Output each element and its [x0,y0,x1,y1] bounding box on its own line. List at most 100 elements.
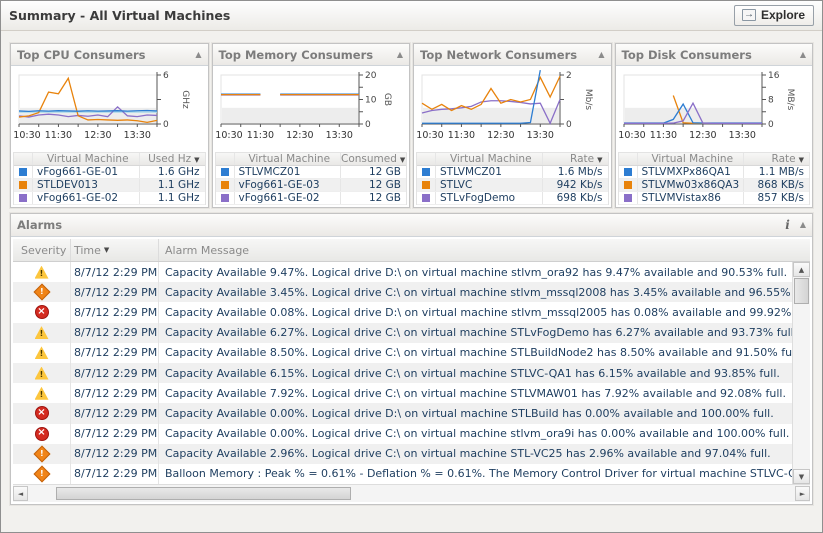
alarm-row[interactable]: 8/7/12 2:29 PM Capacity Available 8.50%.… [13,342,792,363]
table-row[interactable]: STLDEV013 1.1 GHz [14,179,205,192]
vm-name: STLVMw03x86QA3 [636,179,744,191]
metric-column-header[interactable]: Consumed [340,153,406,165]
vm-column-header[interactable]: Virtual Machine [435,153,542,165]
alarm-row[interactable]: 8/7/12 2:29 PM Capacity Available 2.96%.… [13,443,792,464]
table-header-row: Virtual Machine Consumed [215,153,406,166]
vm-column-header[interactable]: Virtual Machine [636,153,744,165]
table-row[interactable]: vFog661-GE-02 1.1 GHz [14,192,205,205]
vm-metric-value: 857 KB/s [743,192,809,204]
severity-icon [34,265,49,279]
severity-icon [33,445,50,463]
metric-column-header[interactable]: Rate [743,153,809,165]
table-header-row: Virtual Machine Rate [417,153,608,166]
table-header-row: Virtual Machine Rate [618,153,809,166]
horizontal-scrollbar[interactable]: ◄ ► [13,484,810,502]
panel-header: Top Network Consumers [414,44,611,66]
alarm-row[interactable]: 8/7/12 2:29 PM Capacity Available 3.45%.… [13,282,792,303]
time-column-header[interactable]: Time [71,239,159,261]
top-disk-consumers-panel: Top Disk Consumers 0 8 16 MB/s 10:30 11:30 12:… [614,43,813,208]
disk-consumers-chart[interactable]: 0 8 16 MB/s 10:30 11:30 12:30 13:30 [616,66,813,152]
alarm-time: 8/7/12 2:29 PM [71,262,159,283]
metric-column-header[interactable]: Used Hz [138,153,205,165]
collapse-icon[interactable] [598,51,604,59]
alarm-row[interactable]: 8/7/12 2:29 PM Capacity Available 7.92%.… [13,383,792,404]
vertical-scrollbar-track[interactable] [793,305,810,469]
vertical-scrollbar-thumb[interactable] [794,278,809,304]
vm-name: vFog661-GE-02 [233,192,341,204]
series-color-swatch [422,168,430,176]
vm-column-header[interactable]: Virtual Machine [32,153,139,165]
alarm-message: Capacity Available 0.08%. Logical drive … [165,305,792,319]
alarm-message: Balloon Memory : Peak % = 0.61% - Deflat… [165,467,792,481]
collapse-icon[interactable] [195,51,201,59]
table-row[interactable]: STLVC 942 Kb/s [417,179,608,192]
series-color-swatch [19,181,27,189]
metric-column-header[interactable]: Rate [541,153,608,165]
horizontal-scrollbar-thumb[interactable] [56,487,351,500]
alarm-time: 8/7/12 2:29 PM [71,423,159,444]
scroll-up-button[interactable]: ▲ [793,262,810,277]
series-color-swatch [422,194,430,202]
collapse-icon[interactable] [800,221,806,229]
severity-icon [34,305,49,320]
collapse-icon[interactable] [397,51,403,59]
vm-name: STLVMCZ01 [233,166,341,178]
svg-text:11:30: 11:30 [45,130,72,141]
svg-text:0: 0 [566,120,572,130]
scroll-down-button[interactable]: ▼ [793,469,810,484]
severity-column-header[interactable]: Severity [13,239,71,261]
series-color-swatch [623,194,632,202]
table-row[interactable]: STLVMXPx86QA1 1.1 MB/s [618,166,809,179]
svg-text:20: 20 [365,71,377,81]
network-consumers-chart[interactable]: 0 2 Mb/s 10:30 11:30 12:30 13:30 [414,66,611,152]
memory-consumers-chart[interactable]: 0 10 20 GB 10:30 11:30 12:30 13:30 [213,66,410,152]
panel-title: Top CPU Consumers [17,47,146,62]
alarm-row[interactable]: 8/7/12 2:29 PM Capacity Available 6.15%.… [13,362,792,384]
panel-title: Top Memory Consumers [218,47,374,62]
alarm-row[interactable]: 8/7/12 2:29 PM Capacity Available 6.27%.… [13,322,792,343]
alarm-row[interactable]: 8/7/12 2:29 PM Balloon Memory : Peak % =… [13,463,792,485]
vm-name: STLvFogDemo [435,192,542,204]
vm-name: STLVC [435,179,542,191]
table-row[interactable]: STLVMVistax86 857 KB/s [618,192,809,205]
sort-desc-icon [400,156,405,164]
vm-metric-value: 868 KB/s [743,179,809,191]
alarm-message: Capacity Available 0.00%. Logical drive … [165,427,790,441]
cpu-consumers-chart[interactable]: 0 6 GHz 10:30 11:30 12:30 13:30 [11,66,208,152]
explore-button-label: Explore [760,8,805,22]
alarm-row[interactable]: 8/7/12 2:29 PM Capacity Available 0.08%.… [13,302,792,323]
table-row[interactable]: vFog661-GE-02 12 GB [215,192,406,205]
table-row[interactable]: STLvFogDemo 698 Kb/s [417,192,608,205]
alarm-time: 8/7/12 2:29 PM [71,302,159,323]
scroll-right-button[interactable]: ► [795,486,810,501]
sort-desc-icon [597,156,602,164]
alarms-header: Alarms [11,214,812,237]
alarm-row[interactable]: 8/7/12 2:29 PM Capacity Available 0.00%.… [13,403,792,424]
table-row[interactable]: vFog661-GE-01 1.6 GHz [14,166,205,179]
table-row[interactable]: STLVMCZ01 1.6 Mb/s [417,166,608,179]
svg-text:13:30: 13:30 [325,130,352,141]
severity-icon [34,366,49,380]
message-column-header[interactable]: Alarm Message [165,243,250,257]
info-icon[interactable] [785,219,790,231]
vertical-scrollbar[interactable]: ▲ ▼ [792,262,810,484]
svg-text:10:30: 10:30 [215,130,242,141]
svg-text:0: 0 [163,120,169,130]
explore-icon [741,9,756,21]
time-column-label: Time [74,243,101,257]
table-row[interactable]: vFog661-GE-03 12 GB [215,179,406,192]
alarm-message: Capacity Available 8.50%. Logical drive … [165,346,792,360]
svg-text:Mb/s: Mb/s [583,89,593,111]
alarm-row[interactable]: 8/7/12 2:29 PM Capacity Available 0.00%.… [13,423,792,444]
panel-header: Top Memory Consumers [212,44,409,66]
page-title: Summary - All Virtual Machines [9,8,231,23]
table-row[interactable]: STLVMCZ01 12 GB [215,166,406,179]
scroll-left-button[interactable]: ◄ [13,486,28,501]
vm-name: STLVMVistax86 [636,192,744,204]
explore-button[interactable]: Explore [733,5,814,26]
vm-column-header[interactable]: Virtual Machine [233,153,341,165]
collapse-icon[interactable] [800,51,806,59]
table-row[interactable]: STLVMw03x86QA3 868 KB/s [618,179,809,192]
alarm-row[interactable]: 8/7/12 2:29 PM Capacity Available 9.47%.… [13,262,792,283]
panel-title: Top Disk Consumers [621,47,752,62]
